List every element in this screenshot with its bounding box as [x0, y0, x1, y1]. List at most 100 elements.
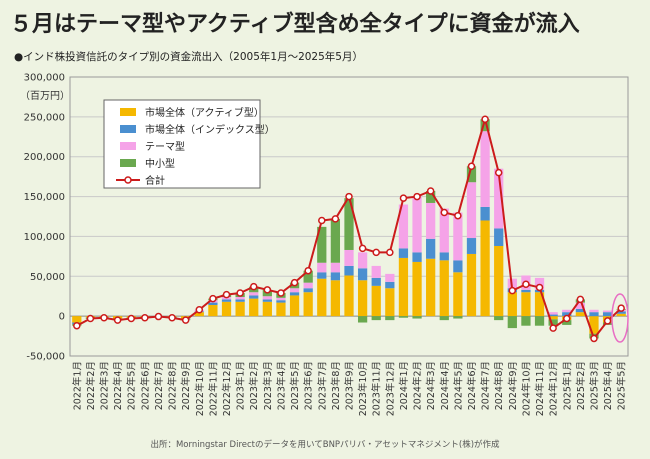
legend-label: 市場全体（インデックス型）: [145, 123, 275, 136]
total-point: [100, 313, 108, 322]
bar-segment: [289, 288, 300, 293]
bar-segment: [453, 212, 463, 261]
x-tick-label: 2024年8月: [493, 361, 505, 410]
y-tick-label: 300,000: [24, 73, 65, 84]
total-point: [372, 248, 380, 257]
bar-segment: [480, 131, 490, 207]
bar-segment: [439, 208, 449, 253]
legend-swatch: [120, 142, 136, 150]
bar-segment: [303, 282, 313, 289]
bar-segment: [426, 190, 436, 203]
bar-segment: [72, 316, 82, 323]
bar-segment: [534, 292, 545, 317]
bar-segment: [548, 312, 558, 315]
x-tick-label: 2023年9月: [344, 361, 356, 410]
y-unit-label: （百万円）: [20, 90, 70, 102]
bar-segment: [262, 299, 272, 302]
bar-segment: [521, 316, 531, 326]
bar-segment: [208, 304, 218, 317]
bar-segment: [208, 302, 218, 305]
bar-segment: [480, 206, 490, 221]
total-point: [508, 286, 517, 295]
total-point: [617, 304, 625, 312]
x-tick-label: 2022年4月: [112, 361, 124, 410]
bar-segment: [371, 265, 381, 278]
x-tick-label: 2024年12月: [548, 361, 560, 416]
x-tick-label: 2023年7月: [316, 361, 328, 410]
bar-segment: [221, 299, 232, 302]
bar-segment: [357, 268, 368, 281]
bar-segment: [521, 289, 531, 293]
total-point: [127, 314, 135, 323]
x-tick-label: 2022年7月: [153, 361, 165, 410]
y-tick-label: 100,000: [24, 232, 65, 243]
y-tick-label: 50,000: [30, 272, 65, 283]
source-note: 出所：Morningstar Directのデータを用いてBNPパリバ・アセット…: [150, 440, 500, 450]
x-tick-label: 2022年5月: [126, 361, 138, 410]
total-point: [481, 115, 489, 123]
x-tick-label: 2025年4月: [602, 361, 614, 410]
x-tick-label: 2023年12月: [384, 361, 396, 416]
bar-segment: [398, 248, 409, 258]
bar-segment: [330, 218, 341, 263]
bar-segment: [357, 280, 368, 317]
x-tick-label: 2022年11月: [207, 361, 219, 416]
bar-segment: [303, 292, 313, 317]
x-tick-label: 2023年8月: [330, 361, 342, 410]
bar-segment: [303, 270, 313, 283]
bar-segment: [385, 316, 395, 321]
legend-marker: [124, 176, 132, 184]
bar-segment: [439, 252, 449, 261]
x-tick-label: 2025年5月: [616, 361, 628, 410]
legend-label: 合計: [145, 174, 165, 187]
total-point: [590, 334, 598, 343]
bar-segment: [534, 316, 545, 326]
bar-segment: [344, 249, 354, 266]
y-tick-label: 150,000: [24, 192, 65, 203]
bar-segment: [317, 262, 327, 273]
x-tick-label: 2024年6月: [466, 361, 478, 410]
bar-segment: [439, 316, 449, 321]
bar-segment: [548, 316, 558, 320]
bar-segment: [494, 245, 504, 317]
bar-segment: [317, 226, 327, 263]
bar-segment: [398, 316, 409, 318]
x-tick-label: 2022年9月: [180, 361, 192, 410]
bar-segment: [371, 277, 381, 286]
legend-label: 中小型: [145, 157, 175, 170]
bar-segment: [398, 257, 409, 317]
total-point: [168, 313, 176, 322]
total-point: [454, 211, 462, 220]
bar-segment: [221, 301, 232, 317]
legend-label: テーマ型: [145, 140, 185, 153]
x-tick-label: 2024年11月: [534, 361, 546, 416]
plot-frame: [69, 76, 629, 357]
total-point: [345, 192, 353, 201]
bar-segment: [466, 253, 477, 317]
bar-segment: [330, 272, 341, 281]
total-point: [236, 289, 244, 297]
x-tick-label: 2024年1月: [398, 361, 410, 410]
total-point: [358, 244, 367, 253]
bar-segment: [249, 295, 259, 299]
bar-segment: [602, 310, 613, 313]
total-point: [413, 192, 421, 201]
x-tick-label: 2024年10月: [520, 361, 532, 416]
x-tick-label: 2022年8月: [167, 361, 179, 410]
total-point: [195, 306, 204, 314]
bar-segment: [317, 278, 327, 317]
total-point: [386, 248, 394, 257]
total-point: [563, 314, 571, 323]
legend-label: 市場全体（アクティブ型）: [145, 106, 264, 119]
total-point: [426, 187, 435, 195]
bar-segment: [480, 220, 490, 317]
bar-segment: [589, 316, 599, 334]
bar-segment: [235, 297, 245, 300]
total-point: [263, 286, 272, 294]
page-title: ５月はテーマ型やアクティブ型含め全タイプに資金が流入: [10, 12, 580, 37]
bar-segment: [616, 311, 626, 314]
total-point: [209, 294, 217, 303]
total-point: [494, 168, 503, 177]
bar-segment: [385, 281, 395, 289]
